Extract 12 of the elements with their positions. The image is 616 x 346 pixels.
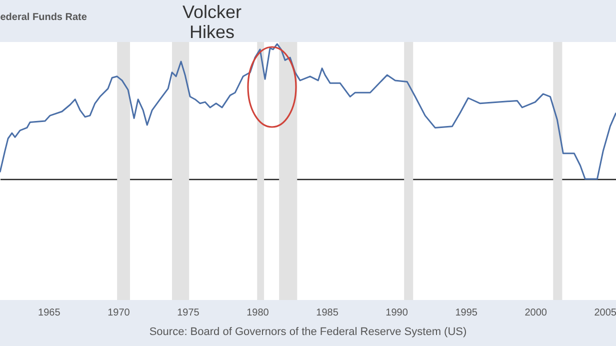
- x-tick-label: 1970: [108, 308, 130, 318]
- x-tick-label: 1985: [316, 308, 339, 318]
- x-tick-label: 1965: [38, 308, 61, 318]
- x-tick-label: 2000: [524, 308, 548, 318]
- source-note: Source: Board of Governors of the Federal Reserve System (US): [148, 326, 468, 338]
- chart-title: ederal Funds Rate: [0, 12, 88, 23]
- x-tick-label: 1980: [246, 308, 270, 318]
- x-tick-label: 1975: [177, 308, 200, 318]
- x-tick-label: 1990: [386, 308, 408, 318]
- x-tick-label: 1995: [455, 308, 478, 318]
- text: Volcker Hikes: [181, 2, 243, 42]
- x-tick-label: 2005: [594, 308, 616, 318]
